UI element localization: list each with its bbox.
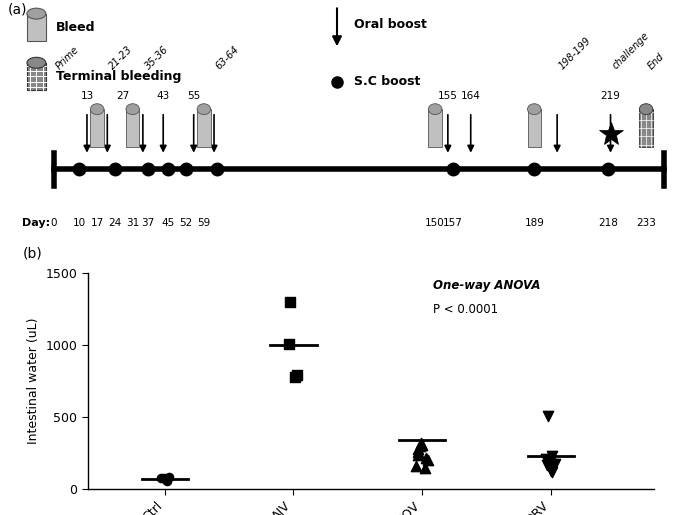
Point [413,451,424,459]
Ellipse shape [126,104,140,115]
Text: (a): (a) [8,3,28,16]
Text: Terminal bleeding: Terminal bleeding [56,70,181,83]
Text: (b): (b) [22,247,42,261]
Text: 17: 17 [90,218,104,228]
Text: 27: 27 [116,91,129,101]
Text: P < 0.0001: P < 0.0001 [433,303,498,316]
FancyBboxPatch shape [27,63,46,90]
Point [549,460,560,468]
Point [543,456,553,465]
Text: 219: 219 [601,91,621,101]
FancyBboxPatch shape [197,109,210,147]
Point [543,411,553,420]
FancyBboxPatch shape [429,109,442,147]
Point [547,468,557,476]
Point [284,339,295,348]
Text: 164: 164 [461,91,481,101]
FancyBboxPatch shape [90,109,104,147]
Text: Day:: Day: [22,218,51,228]
Text: 52: 52 [179,218,193,228]
Point [416,439,427,447]
Point [421,453,432,461]
Ellipse shape [528,104,541,115]
Text: 233: 233 [636,218,656,228]
Text: One-way ANOVA: One-way ANOVA [433,280,541,293]
FancyBboxPatch shape [126,109,140,147]
Text: S.C boost: S.C boost [354,75,420,89]
Point [419,464,430,472]
Ellipse shape [197,104,210,115]
Text: 55: 55 [187,91,200,101]
Point [410,462,421,470]
Text: 189: 189 [524,218,544,228]
Point [292,371,303,380]
Text: 0: 0 [51,218,57,228]
Text: Prime: Prime [54,44,81,71]
Point [545,458,555,467]
FancyBboxPatch shape [27,14,46,41]
Y-axis label: Intestinal water (uL): Intestinal water (uL) [27,318,40,444]
Ellipse shape [90,104,104,115]
FancyBboxPatch shape [640,109,653,147]
Point [546,467,557,475]
Point [417,440,428,449]
Ellipse shape [429,104,442,115]
Point [412,445,423,453]
Text: 43: 43 [156,91,170,101]
Ellipse shape [640,104,653,115]
Point [423,456,433,465]
Point [284,298,295,306]
Point [544,457,555,465]
Ellipse shape [27,8,46,19]
Text: Bleed: Bleed [56,21,96,34]
Point [162,476,173,485]
Point [164,473,175,481]
Point [289,373,300,381]
FancyBboxPatch shape [528,109,541,147]
Point [542,461,553,470]
Text: 13: 13 [80,91,94,101]
Text: 155: 155 [438,91,458,101]
Text: 218: 218 [598,218,618,228]
Point [156,474,166,482]
Text: 37: 37 [142,218,154,228]
Point [541,455,551,463]
Text: challenge: challenge [611,30,651,71]
Text: 35-36: 35-36 [143,44,170,71]
Text: 59: 59 [197,218,210,228]
Text: 63-64: 63-64 [214,44,241,71]
Text: 157: 157 [443,218,463,228]
Text: 24: 24 [109,218,121,228]
Ellipse shape [27,57,46,68]
Text: End: End [646,51,667,71]
Point [160,476,171,484]
Text: 21-23: 21-23 [107,44,135,71]
Text: 10: 10 [73,218,86,228]
Point [415,442,425,450]
Text: 31: 31 [126,218,140,228]
Point [412,448,423,456]
Text: 198-199: 198-199 [557,35,593,71]
Text: 150: 150 [425,218,445,228]
Point [158,474,169,483]
Text: Oral boost: Oral boost [354,18,427,31]
Text: 45: 45 [162,218,175,228]
Point [547,452,557,460]
